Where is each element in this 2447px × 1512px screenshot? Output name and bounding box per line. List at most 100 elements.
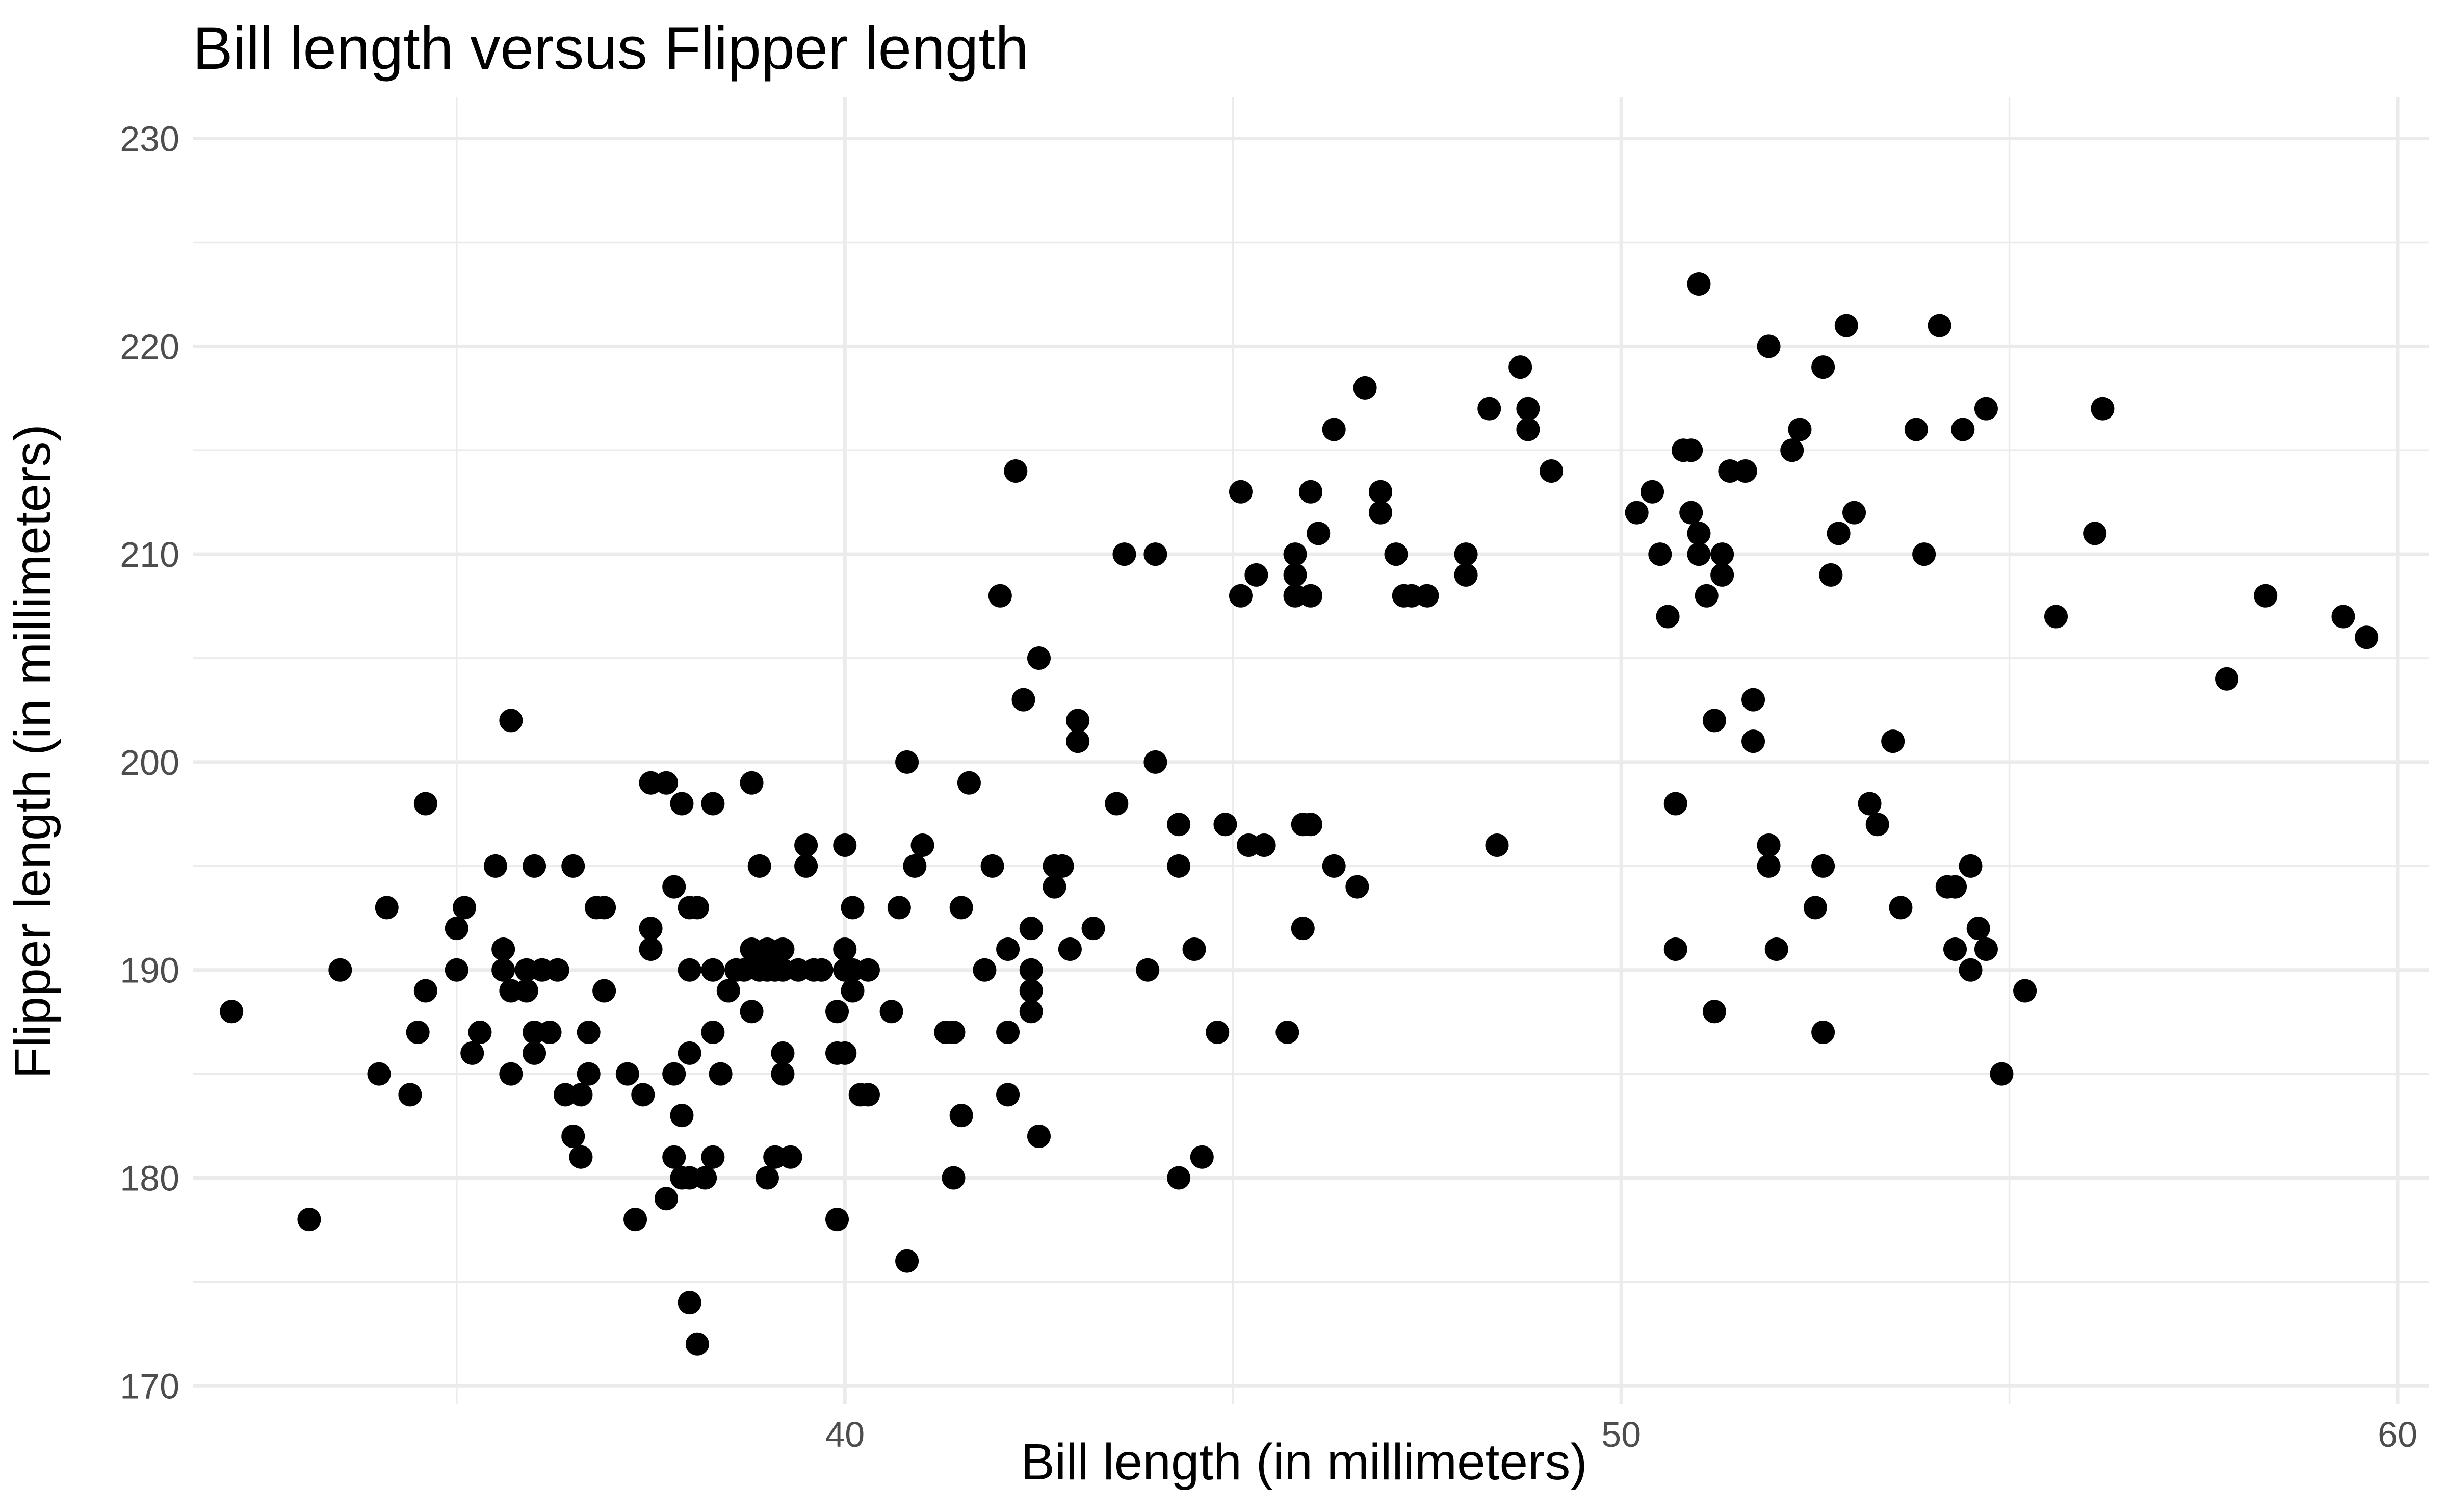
data-point [1881, 729, 1905, 753]
data-point [499, 709, 523, 733]
data-point [1648, 542, 1672, 566]
data-point [1112, 542, 1136, 566]
data-point [771, 1062, 795, 1086]
data-point [1943, 875, 1967, 899]
data-point [887, 896, 911, 920]
data-point [1679, 501, 1703, 525]
data-point [1454, 542, 1478, 566]
data-point [1516, 397, 1540, 421]
data-point [662, 1062, 686, 1086]
data-point [701, 958, 725, 982]
data-point [670, 1104, 694, 1128]
data-point [514, 979, 538, 1003]
data-point [1244, 563, 1268, 587]
data-point [996, 937, 1020, 961]
data-point [592, 896, 616, 920]
data-point [1842, 501, 1866, 525]
data-point [755, 1166, 779, 1190]
data-point [1625, 501, 1649, 525]
data-point [794, 854, 818, 878]
data-point [1322, 418, 1346, 441]
y-tick-label: 220 [120, 327, 179, 367]
data-point [1508, 355, 1532, 379]
data-point [1733, 459, 1757, 483]
y-tick-label: 230 [120, 119, 179, 159]
data-points [220, 272, 2379, 1356]
data-point [1213, 813, 1237, 837]
data-point [1959, 854, 1983, 878]
y-tick-label: 190 [120, 951, 179, 990]
data-point [1066, 709, 1090, 733]
data-point [592, 979, 616, 1003]
data-point [895, 1249, 919, 1273]
data-point [949, 896, 973, 920]
data-point [1477, 397, 1501, 421]
data-point [413, 792, 437, 816]
data-point [942, 1021, 966, 1045]
data-point [1679, 438, 1703, 462]
data-point [631, 1083, 655, 1107]
data-point [942, 1166, 966, 1190]
data-point [678, 1291, 701, 1315]
data-point [1322, 854, 1346, 878]
data-point [1275, 1021, 1299, 1045]
data-point [2083, 522, 2107, 545]
data-point [1710, 563, 1734, 587]
data-point [1369, 501, 1393, 525]
data-point [523, 854, 546, 878]
data-point [701, 792, 725, 816]
data-point [1687, 522, 1711, 545]
data-point [833, 1041, 857, 1065]
data-point [709, 1062, 733, 1086]
data-point [1291, 917, 1315, 941]
data-point [375, 896, 399, 920]
data-point [561, 854, 585, 878]
data-point [701, 1021, 725, 1045]
data-point [1663, 937, 1687, 961]
data-point [1345, 875, 1369, 899]
data-point [1384, 542, 1408, 566]
y-tick-label: 210 [120, 535, 179, 575]
data-point [538, 1021, 562, 1045]
data-point [1299, 480, 1322, 504]
data-point [499, 1062, 523, 1086]
data-point [1081, 917, 1105, 941]
data-point [1229, 584, 1253, 608]
data-point [1990, 1062, 2014, 1086]
data-point [654, 1187, 678, 1211]
data-point [1912, 542, 1936, 566]
data-point [1641, 480, 1664, 504]
data-point [1764, 937, 1788, 961]
data-point [1283, 563, 1307, 587]
data-point [639, 917, 663, 941]
data-point [2331, 605, 2355, 629]
data-point [398, 1083, 422, 1107]
data-point [685, 896, 709, 920]
data-point [1889, 896, 1913, 920]
data-point [973, 958, 997, 982]
data-point [903, 854, 927, 878]
data-point [2044, 605, 2068, 629]
data-point [460, 1041, 484, 1065]
data-point [1167, 1166, 1191, 1190]
data-point [895, 750, 919, 774]
data-point [740, 771, 764, 795]
data-point [1865, 813, 1889, 837]
data-point [1369, 480, 1393, 504]
y-axis-label: Flipper length (in millimeters) [4, 424, 61, 1079]
data-point [771, 937, 795, 961]
tick-labels: 40 50 60 170 180 190 200 210 220 230 [120, 119, 2417, 1454]
data-point [716, 979, 740, 1003]
data-point [1780, 438, 1804, 462]
data-point [1353, 376, 1377, 400]
data-point [1757, 854, 1781, 878]
data-point [1019, 1000, 1043, 1024]
data-point [988, 584, 1012, 608]
data-point [1966, 917, 1990, 941]
data-point [949, 1104, 973, 1128]
data-point [1819, 563, 1843, 587]
data-point [841, 896, 865, 920]
data-point [1206, 1021, 1230, 1045]
data-point [856, 958, 880, 982]
data-point [670, 792, 694, 816]
